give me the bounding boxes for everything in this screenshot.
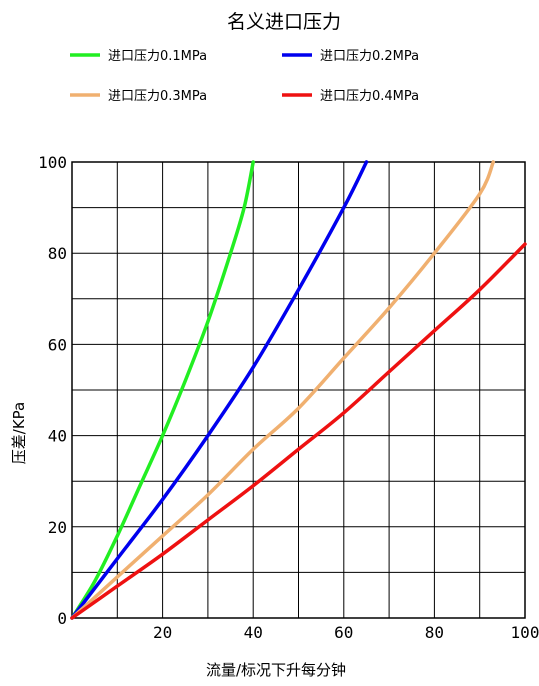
x-tick-label-40: 40 bbox=[244, 623, 263, 642]
y-tick-label-0: 0 bbox=[57, 609, 67, 628]
x-tick-label-100: 100 bbox=[511, 623, 539, 642]
tick-labels: 20 40 60 80 100 0 20 40 60 80 100 bbox=[38, 153, 539, 642]
chart-title: 名义进口压力 bbox=[227, 11, 341, 33]
x-tick-label-20: 20 bbox=[153, 623, 172, 642]
y-tick-label-80: 80 bbox=[48, 244, 67, 263]
series-line-2 bbox=[70, 160, 369, 620]
x-tick-label-80: 80 bbox=[425, 623, 444, 642]
legend-label-2: 进口压力0.2MPa bbox=[320, 49, 419, 64]
series-line-3 bbox=[70, 160, 496, 620]
y-axis-label: 压差/KPa bbox=[10, 402, 28, 464]
series-lines bbox=[70, 160, 527, 620]
legend-label-4: 进口压力0.4MPa bbox=[320, 89, 419, 104]
y-tick-label-100: 100 bbox=[38, 153, 67, 172]
x-tick-label-60: 60 bbox=[334, 623, 353, 642]
legend-label-3: 进口压力0.3MPa bbox=[108, 89, 207, 104]
grid bbox=[71, 161, 526, 619]
legend-label-1: 进口压力0.1MPa bbox=[108, 49, 207, 64]
plot-frame bbox=[71, 161, 526, 619]
series-line-4 bbox=[70, 242, 527, 620]
series-line-1 bbox=[70, 160, 255, 620]
y-tick-label-60: 60 bbox=[48, 335, 67, 354]
x-axis-label: 流量/标况下升每分钟 bbox=[206, 661, 346, 679]
y-tick-label-40: 40 bbox=[48, 427, 67, 446]
legend: 进口压力0.1MPa 进口压力0.2MPa 进口压力0.3MPa 进口压力0.4MPa bbox=[70, 49, 419, 104]
y-tick-label-20: 20 bbox=[48, 518, 67, 537]
